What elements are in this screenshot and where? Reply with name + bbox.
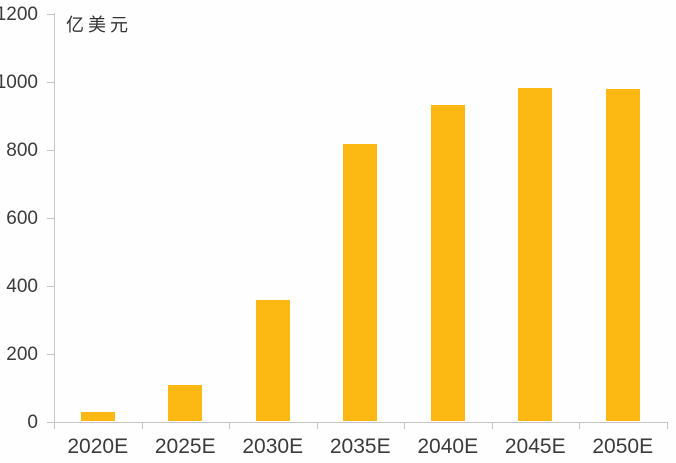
x-axis-label-2035E: 2035E [329, 435, 391, 458]
bar-2045E [518, 88, 553, 422]
bar-2025E [168, 385, 203, 422]
y-axis-tick-label: 600 [6, 207, 38, 229]
bar-2040E [430, 105, 465, 422]
x-axis-tick [141, 422, 143, 429]
y-axis-tick [47, 81, 54, 83]
x-axis-tick [579, 422, 580, 429]
x-axis-label-2050E: 2050E [592, 435, 654, 458]
y-axis-tick [47, 149, 54, 151]
x-axis-tick [666, 422, 668, 429]
bar-2020E [80, 411, 115, 422]
bar-2050E [605, 89, 640, 422]
x-axis-label-2045E: 2045E [504, 435, 566, 458]
y-axis-tick [47, 217, 54, 219]
x-axis-label-2030E: 2030E [242, 435, 304, 458]
x-axis-label-2040E: 2040E [417, 435, 479, 458]
y-axis-tick [47, 14, 54, 15]
x-axis-line [54, 421, 668, 423]
x-axis-tick [491, 422, 493, 429]
x-axis-tick [54, 422, 55, 429]
y-axis-tick-label: 400 [6, 275, 38, 297]
x-axis-label-2020E: 2020E [67, 435, 129, 458]
y-axis-tick-label: 800 [6, 139, 38, 161]
y-axis-tick [47, 285, 54, 287]
y-axis-tick [47, 421, 54, 423]
y-axis-tick-label: 1000 [0, 71, 38, 93]
bar-2030E [255, 299, 290, 422]
y-axis-line [54, 13, 55, 423]
y-axis-unit-label: 亿美元 [66, 15, 132, 35]
y-axis-tick [47, 353, 54, 355]
y-axis-tick-label: 0 [27, 411, 38, 433]
bar-2035E [343, 144, 378, 422]
y-axis-tick-label: 1200 [0, 4, 38, 25]
x-axis-tick [404, 422, 405, 429]
x-axis-label-2025E: 2025E [154, 435, 216, 458]
y-axis-tick-label: 200 [6, 343, 38, 365]
x-axis-tick [316, 422, 318, 429]
x-axis-tick [229, 422, 230, 429]
